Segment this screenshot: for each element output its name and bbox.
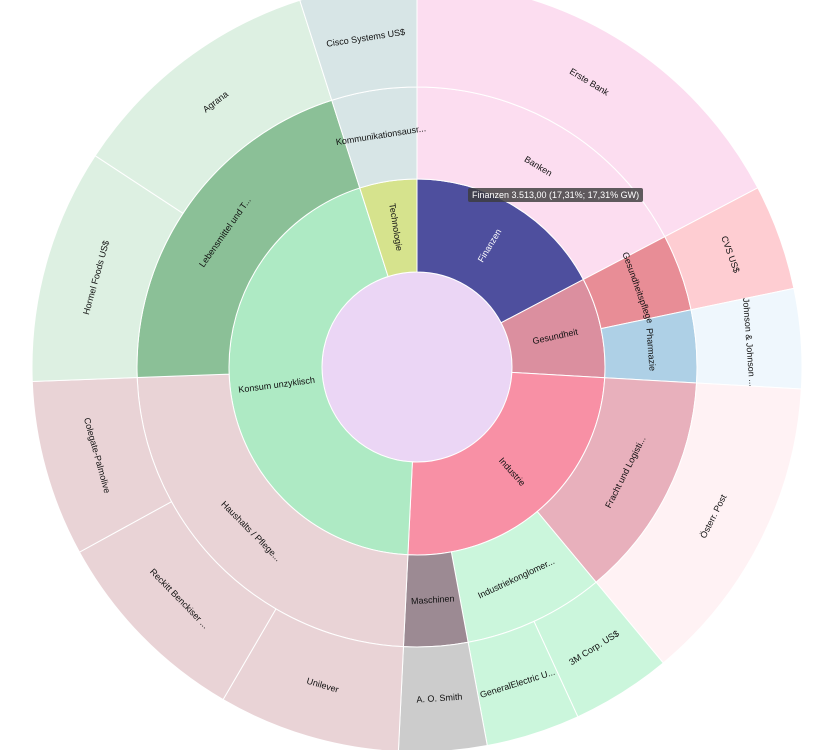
sector-label-a-o-smith: A. O. Smith <box>416 692 463 705</box>
chart-tooltip: Finanzen 3.513,00 (17,31%; 17,31% GW) <box>468 188 644 202</box>
sector-cisco-systems-us[interactable] <box>299 0 418 101</box>
sunburst-center <box>321 271 513 463</box>
sector-label-maschinen: Maschinen <box>411 593 455 606</box>
sector-label-pharmazie: Pharmazie <box>644 328 657 372</box>
